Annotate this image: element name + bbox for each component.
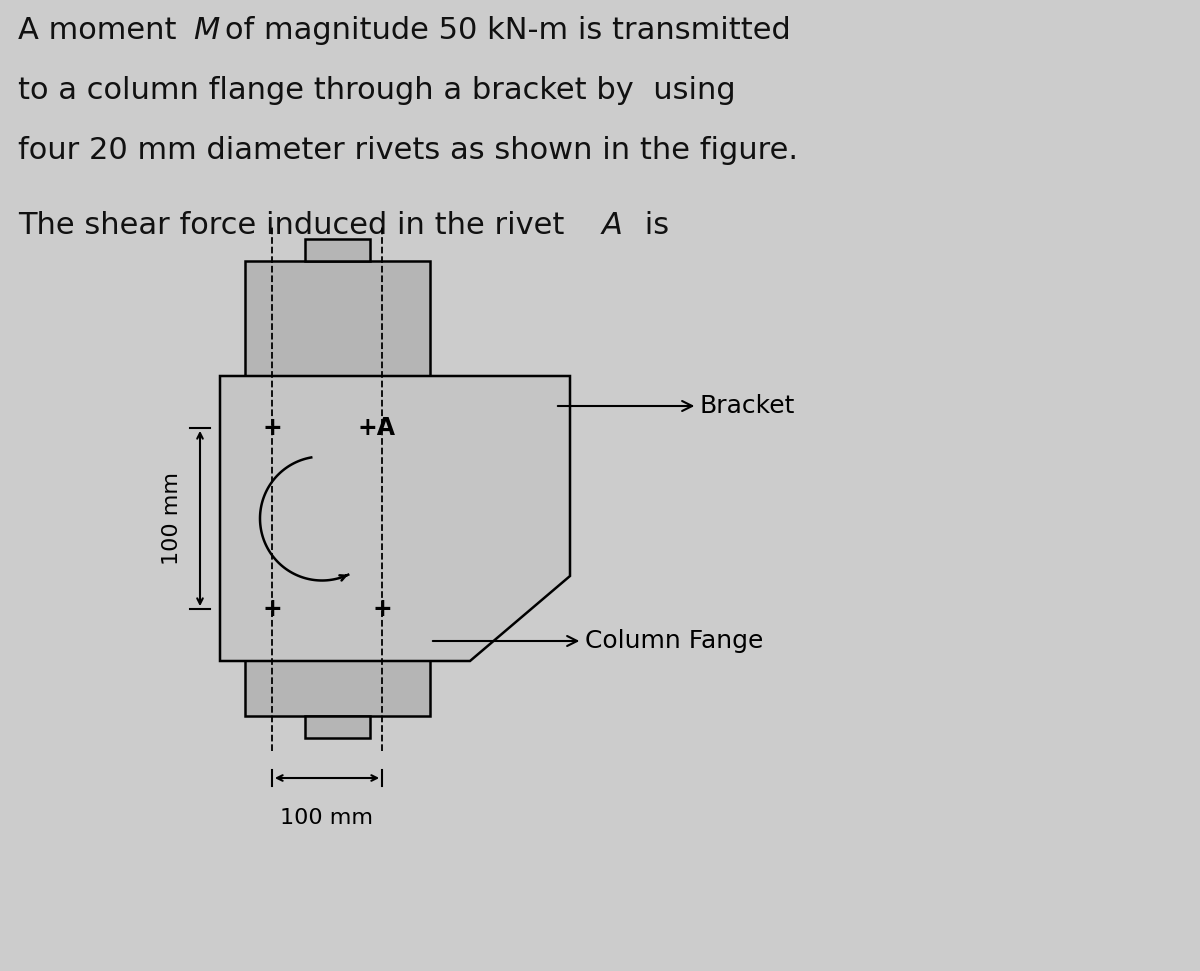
Polygon shape (220, 376, 570, 661)
Text: 100 mm: 100 mm (281, 808, 373, 828)
Text: Bracket: Bracket (558, 394, 796, 418)
FancyBboxPatch shape (305, 716, 370, 738)
Text: A: A (602, 211, 623, 240)
Text: +A: +A (358, 416, 396, 440)
Text: +: + (262, 416, 282, 440)
Text: A moment: A moment (18, 16, 186, 45)
Text: four 20 mm diameter rivets as shown in the figure.: four 20 mm diameter rivets as shown in t… (18, 136, 798, 165)
Text: +: + (262, 597, 282, 621)
Text: The shear force induced in the rivet: The shear force induced in the rivet (18, 211, 574, 240)
Text: Column Fange: Column Fange (433, 629, 763, 653)
Text: to a column flange through a bracket by  using: to a column flange through a bracket by … (18, 76, 736, 105)
Text: is: is (635, 211, 670, 240)
Text: of magnitude 50 kN-m is transmitted: of magnitude 50 kN-m is transmitted (226, 16, 791, 45)
Text: M: M (193, 16, 220, 45)
Text: 100 mm: 100 mm (162, 472, 182, 565)
Polygon shape (245, 261, 430, 716)
Text: +: + (372, 597, 392, 621)
FancyBboxPatch shape (305, 239, 370, 261)
